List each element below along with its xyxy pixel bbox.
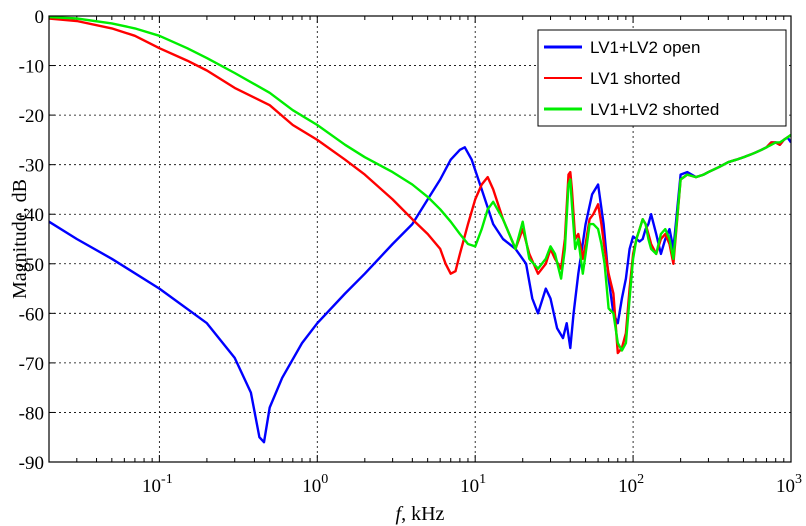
x-axis-label: f, kHz — [396, 503, 445, 525]
series-line-lv1-lv2-shorted — [49, 16, 791, 352]
y-tick-label: -10 — [19, 57, 44, 78]
x-axis-unit: , kHz — [401, 503, 444, 525]
y-tick-label: -70 — [19, 354, 44, 375]
y-tick-label: 0 — [35, 7, 45, 28]
legend-label-lv1-lv2-shorted: LV1+LV2 shorted — [590, 100, 719, 119]
y-tick-labels: 0 -10 -20 -30 -40 -50 -60 -70 -80 -90 — [19, 7, 44, 474]
y-tick-label: -20 — [19, 106, 44, 127]
y-axis-label: Magnitude, dB — [9, 179, 31, 299]
legend: LV1+LV2 open LV1 shorted LV1+LV2 shorted — [537, 29, 787, 127]
y-tick-label: -60 — [19, 304, 44, 325]
y-tick-label: -50 — [19, 255, 44, 276]
plot-frame — [48, 15, 792, 463]
series-layer — [49, 16, 791, 444]
y-tick-label: -40 — [19, 205, 44, 226]
x-axis-variable: f — [396, 503, 404, 525]
legend-label-lv1-shorted: LV1 shorted — [590, 69, 680, 88]
x-tick-label: 10-1 — [142, 472, 173, 497]
legend-label-open: LV1+LV2 open — [590, 38, 700, 57]
x-tick-labels: 10-1 100 101 102 103 — [142, 472, 802, 497]
y-tick-label: -30 — [19, 156, 44, 177]
x-tick-label: 102 — [618, 472, 644, 497]
x-tick-label: 100 — [302, 472, 328, 497]
grid — [49, 15, 791, 463]
x-tick-label: 103 — [776, 472, 802, 497]
y-tick-label: -80 — [19, 403, 44, 424]
y-tick-label: -90 — [19, 453, 44, 474]
x-tick-label: 101 — [460, 472, 486, 497]
